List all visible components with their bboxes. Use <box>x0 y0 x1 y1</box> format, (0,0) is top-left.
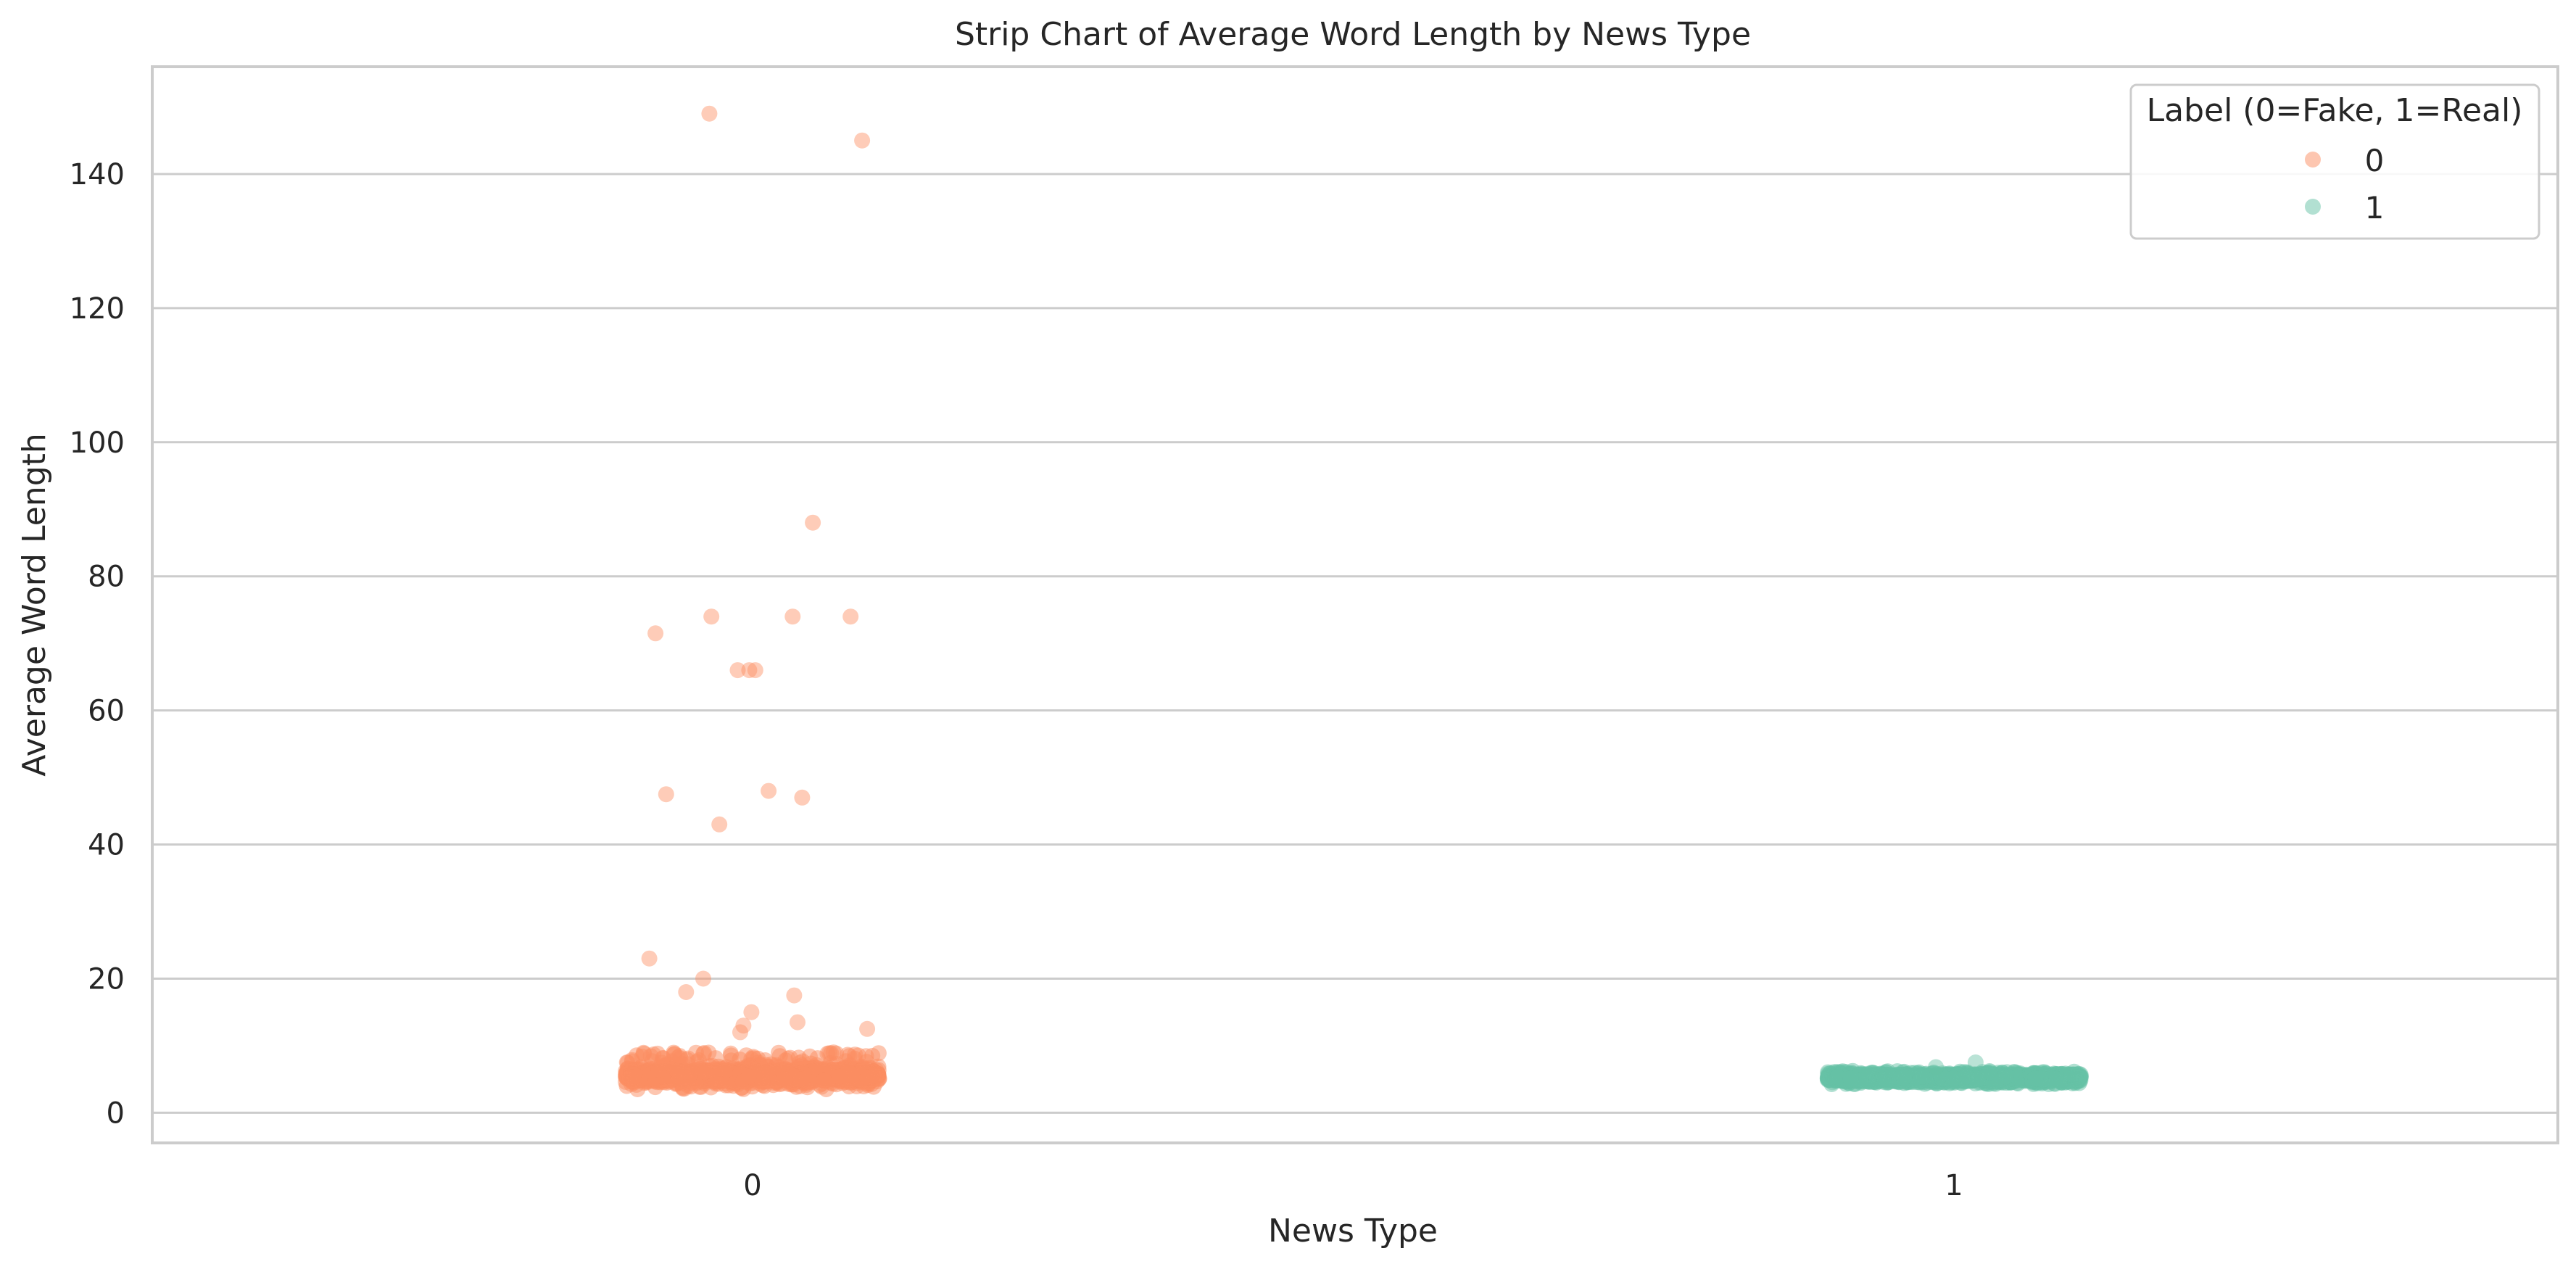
y-tick-label: 0 <box>107 1097 125 1130</box>
data-point-series-1 <box>2063 1066 2080 1083</box>
outlier-point-series-0 <box>658 786 674 803</box>
data-point-series-1 <box>1970 1070 1987 1087</box>
data-point-series-0 <box>653 1054 670 1071</box>
y-tick-label: 100 <box>70 426 125 460</box>
y-tick-label: 140 <box>70 158 125 191</box>
data-point-series-1 <box>1896 1070 1913 1086</box>
legend-label-0: 0 <box>2365 143 2385 178</box>
outlier-point-series-0 <box>703 608 720 625</box>
outlier-point-series-0 <box>859 1020 876 1037</box>
data-point-series-0 <box>870 1045 887 1062</box>
outlier-point-series-0 <box>729 662 746 679</box>
data-point-series-0 <box>712 1060 729 1077</box>
data-point-series-0 <box>844 1067 861 1083</box>
outlier-point-series-0 <box>732 1024 748 1041</box>
outlier-point-series-1 <box>1928 1059 1945 1075</box>
outlier-point-series-0 <box>735 1017 752 1034</box>
data-point-series-0 <box>722 1045 739 1062</box>
data-point-series-0 <box>866 1067 882 1084</box>
x-axis-label: News Type <box>1268 1213 1438 1250</box>
data-point-series-0 <box>671 1048 688 1065</box>
y-tick-label: 20 <box>88 962 125 996</box>
chart-title: Strip Chart of Average Word Length by Ne… <box>955 16 1751 53</box>
outlier-point-series-0 <box>678 984 695 1000</box>
outlier-point-series-0 <box>805 514 821 531</box>
data-point-series-0 <box>850 1047 866 1064</box>
data-point-series-0 <box>776 1071 792 1087</box>
data-point-series-1 <box>1981 1064 1998 1081</box>
outlier-point-series-0 <box>711 816 728 833</box>
outlier-point-series-0 <box>647 625 664 642</box>
data-point-series-1 <box>1933 1067 1949 1083</box>
legend-marker-0 <box>2305 152 2321 168</box>
legend: Label (0=Fake, 1=Real) 0 1 <box>2129 83 2540 240</box>
y-tick-labels: 0 20 40 60 80 100 120 140 <box>70 158 125 1130</box>
y-axis-label: Average Word Length <box>16 433 53 777</box>
data-point-series-0 <box>821 1045 837 1062</box>
data-point-series-0 <box>697 1064 713 1081</box>
y-tick-label: 40 <box>88 829 125 862</box>
outlier-point-series-1 <box>1967 1054 1984 1070</box>
data-point-series-1 <box>1829 1069 1846 1086</box>
data-points <box>618 105 2089 1097</box>
outlier-point-series-0 <box>741 662 758 679</box>
outlier-point-series-0 <box>641 950 658 967</box>
outlier-point-series-0 <box>695 970 711 987</box>
outlier-point-series-0 <box>701 105 718 122</box>
outlier-point-series-0 <box>747 662 763 679</box>
data-point-series-0 <box>618 1074 634 1090</box>
legend-label-1: 1 <box>2365 190 2385 226</box>
outlier-point-series-0 <box>842 608 859 625</box>
outlier-point-series-0 <box>784 608 801 625</box>
outlier-point-series-0 <box>761 782 777 799</box>
data-point-series-1 <box>1913 1068 1930 1085</box>
outlier-point-series-0 <box>794 789 811 806</box>
data-point-series-0 <box>831 1068 848 1085</box>
outlier-point-series-0 <box>786 987 803 1004</box>
y-tick-label: 60 <box>88 695 125 728</box>
x-tick-label-0: 0 <box>743 1169 761 1202</box>
data-point-series-0 <box>792 1071 808 1088</box>
x-tick-label-1: 1 <box>1945 1169 1963 1202</box>
data-point-series-0 <box>668 1062 685 1079</box>
y-tick-label: 120 <box>70 292 125 326</box>
legend-title: Label (0=Fake, 1=Real) <box>2147 92 2523 129</box>
data-point-series-0 <box>740 1068 757 1085</box>
legend-marker-1 <box>2305 199 2321 215</box>
data-point-series-1 <box>1945 1070 1962 1086</box>
outlier-point-series-0 <box>854 132 871 149</box>
data-point-series-1 <box>1842 1070 1859 1086</box>
data-point-series-1 <box>2027 1070 2044 1087</box>
outlier-point-series-0 <box>790 1014 805 1031</box>
data-point-series-0 <box>816 1072 832 1089</box>
legend-box <box>2129 83 2540 240</box>
plot-frame <box>151 65 2559 1144</box>
y-tick-label: 80 <box>88 561 125 594</box>
outlier-point-series-0 <box>743 1004 760 1020</box>
grid-lines <box>152 173 2558 1114</box>
